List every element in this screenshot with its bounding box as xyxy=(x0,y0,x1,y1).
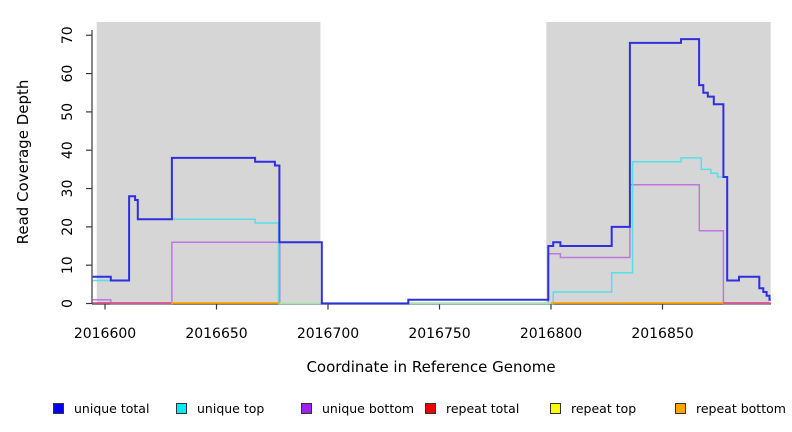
x-tick-label: 2016600 xyxy=(74,326,136,342)
legend-item-repeat-bottom: repeat bottom xyxy=(675,398,786,418)
legend-swatch-repeat-total xyxy=(425,402,436,414)
legend-item-unique-bottom: unique bottom xyxy=(301,398,414,418)
shaded-regions-layer xyxy=(96,22,771,303)
x-tick-label: 2016750 xyxy=(408,326,470,342)
y-tick-label: 20 xyxy=(60,218,76,236)
shaded-region-left-covered-region xyxy=(96,22,321,303)
series-lines-layer xyxy=(92,38,771,305)
legend-swatch-unique-top xyxy=(176,402,187,414)
legend-item-repeat-total: repeat total xyxy=(425,398,519,418)
unique-total-line xyxy=(92,38,771,305)
axes-layer: 2016600 2016650 2016700 2016750 2016800 20168… xyxy=(60,26,771,342)
x-tick-label: 2016650 xyxy=(185,326,247,342)
y-tick-label: 10 xyxy=(60,256,76,274)
legend-label: unique top xyxy=(197,400,265,416)
x-tick-label: 2016700 xyxy=(297,326,359,342)
coverage-chart: 2016600 2016650 2016700 2016750 2016800 20168… xyxy=(14,22,771,376)
legend-swatch-repeat-top xyxy=(550,402,561,414)
y-tick-label: 0 xyxy=(60,299,76,308)
y-tick-label: 70 xyxy=(60,26,76,44)
legend-item-repeat-top: repeat top xyxy=(550,398,636,418)
y-tick-label: 60 xyxy=(60,65,76,83)
legend-item-unique-top: unique top xyxy=(176,398,264,418)
shaded-region-right-covered-region xyxy=(546,22,771,303)
x-tick-label: 2016800 xyxy=(520,326,582,342)
legend-label: repeat total xyxy=(446,400,520,416)
legend-label: unique total xyxy=(74,400,150,416)
legend-swatch-repeat-bottom xyxy=(675,402,686,414)
y-tick-label: 30 xyxy=(60,180,76,198)
x-tick-label: 2016850 xyxy=(631,326,693,342)
chart-legend: unique total unique top unique bottom repea… xyxy=(0,398,792,422)
y-axis-title: Read Coverage Depth xyxy=(14,80,32,245)
legend-label: repeat top xyxy=(571,400,637,416)
legend-item-unique-total: unique total xyxy=(53,398,149,418)
y-tick-label: 40 xyxy=(60,141,76,159)
legend-label: unique bottom xyxy=(322,400,415,416)
legend-swatch-unique-total xyxy=(53,402,64,414)
y-tick-label: 50 xyxy=(60,103,76,121)
x-axis-title: Coordinate in Reference Genome xyxy=(306,358,555,376)
legend-label: repeat bottom xyxy=(696,400,786,416)
legend-swatch-unique-bottom xyxy=(301,402,312,414)
